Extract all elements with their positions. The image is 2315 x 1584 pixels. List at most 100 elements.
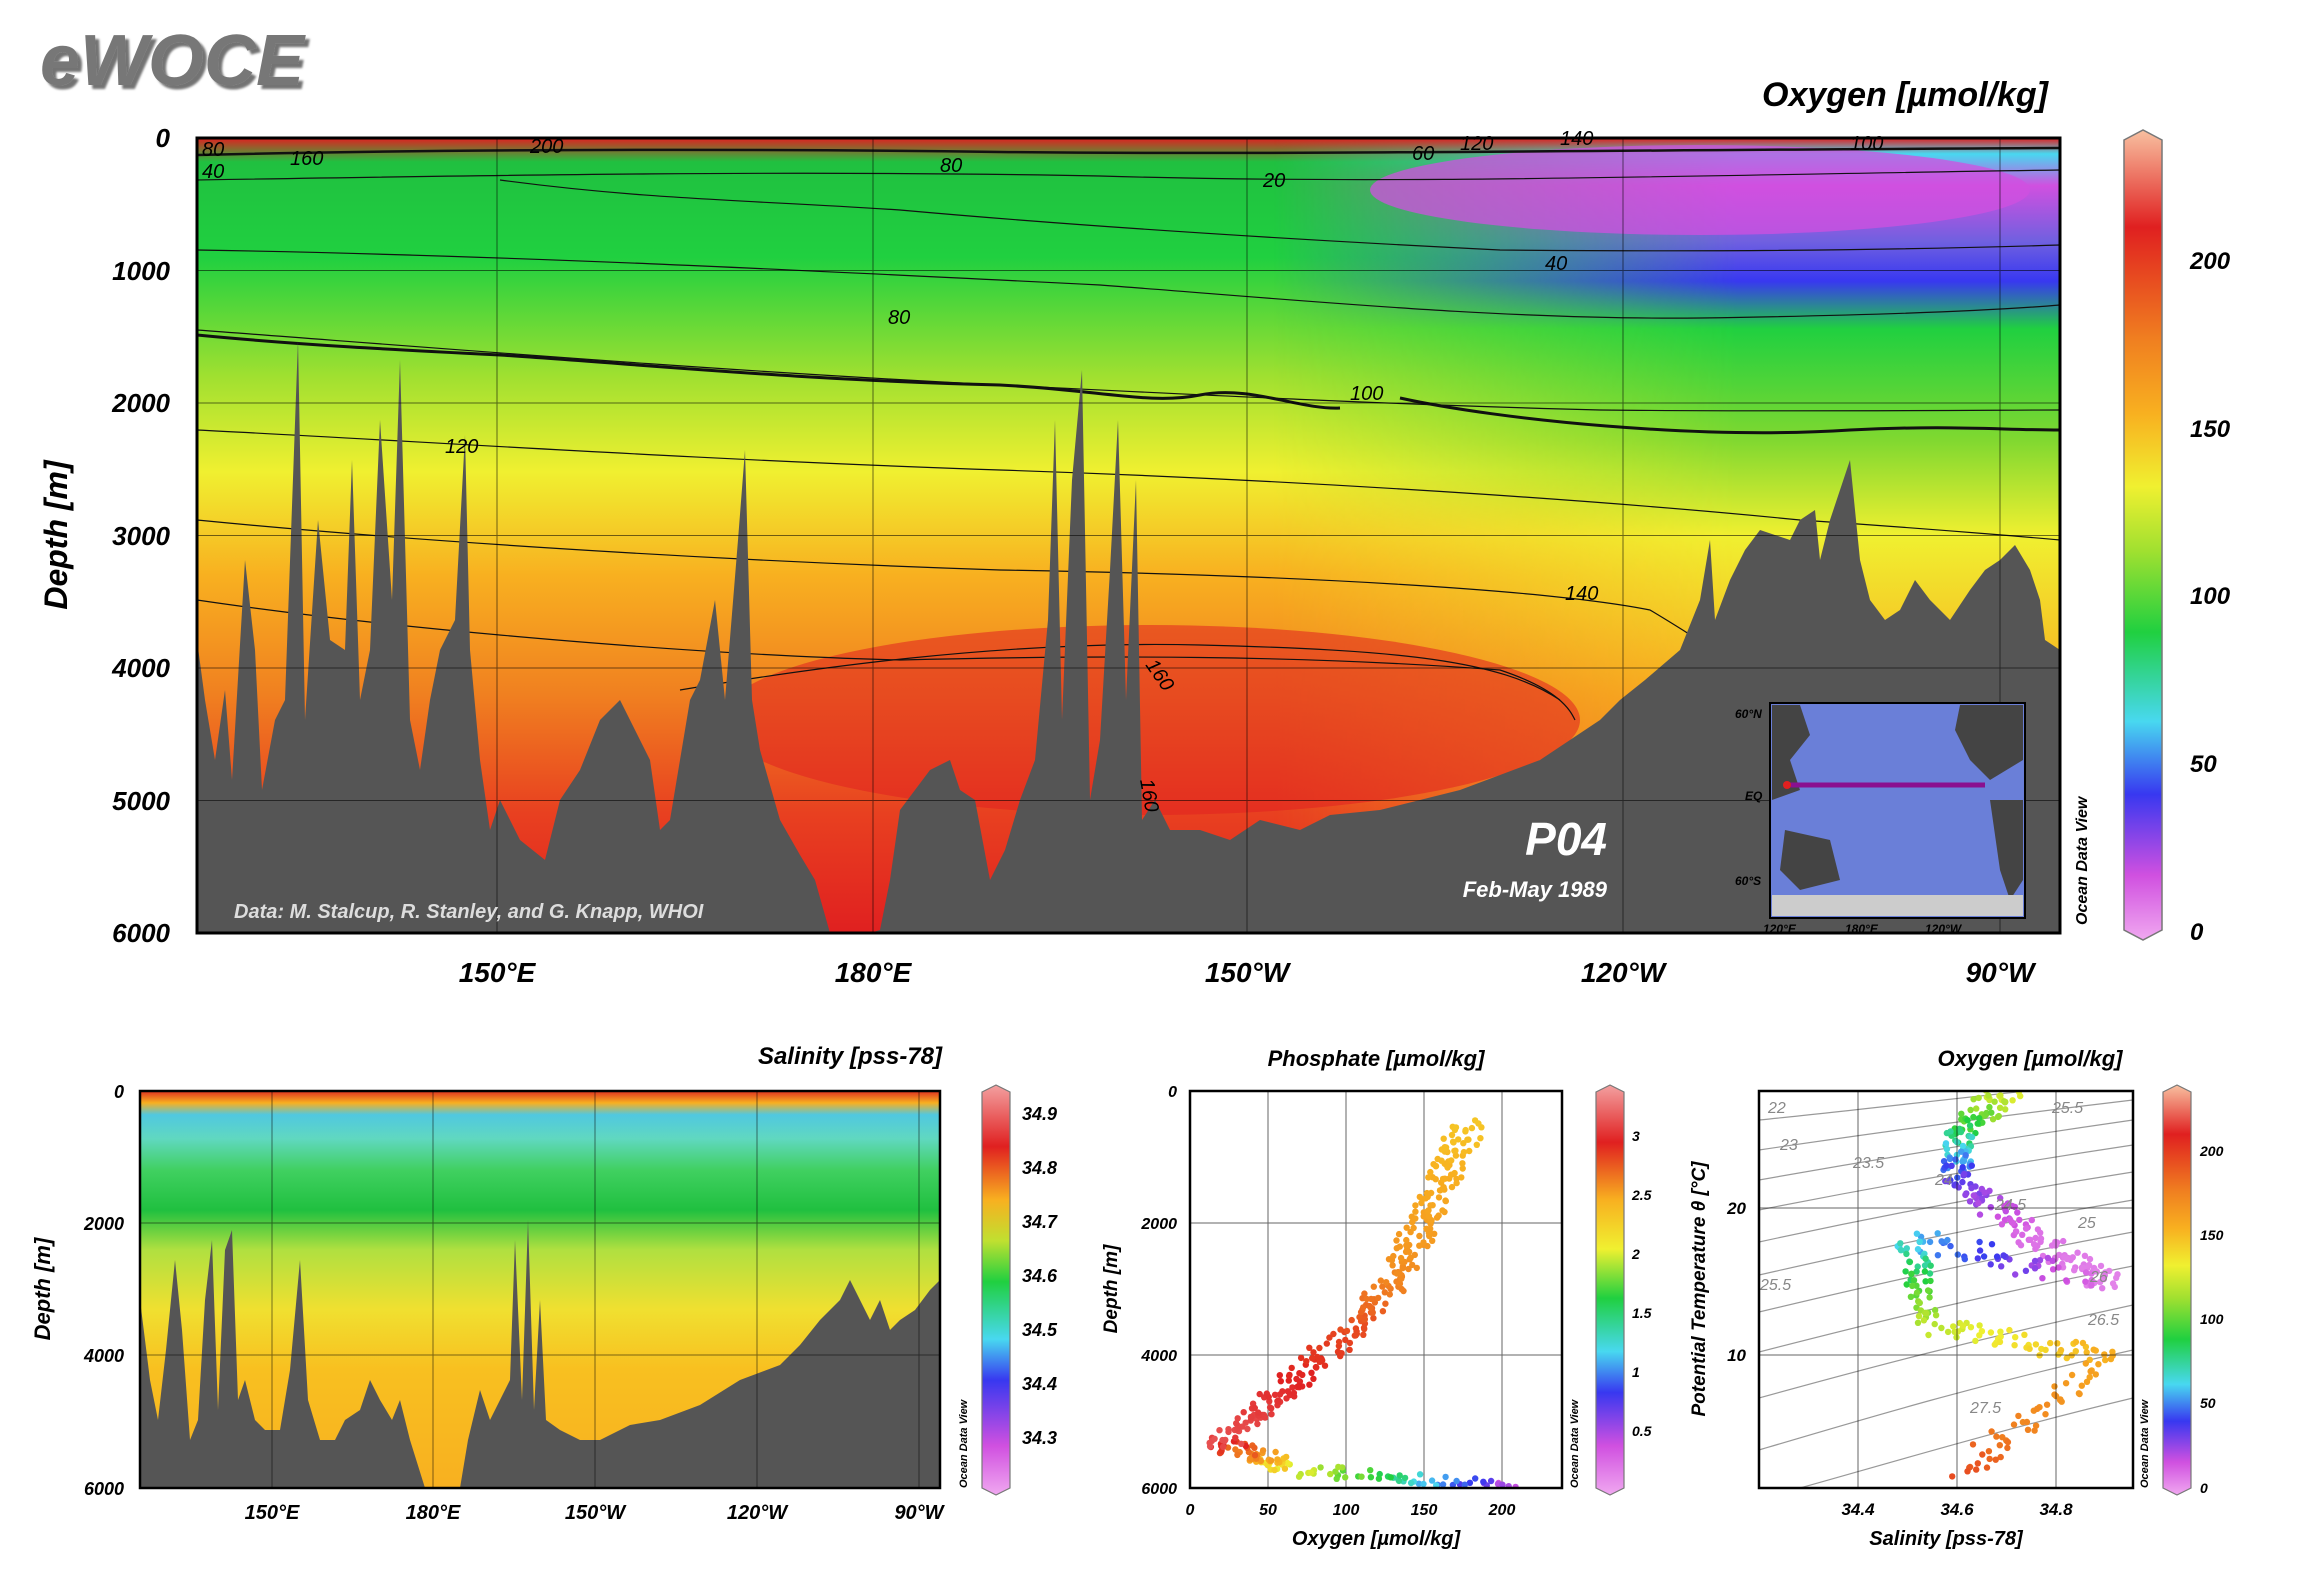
data-point bbox=[1274, 1397, 1281, 1405]
data-point bbox=[1232, 1434, 1239, 1441]
data-point bbox=[1234, 1451, 1241, 1459]
data-point bbox=[1998, 1263, 2005, 1270]
data-point bbox=[1428, 1477, 1436, 1484]
data-point bbox=[1448, 1131, 1456, 1139]
data-point bbox=[1439, 1481, 1447, 1488]
ts-scatter: Oxygen [µmol/kg] bbox=[1689, 1046, 2224, 1550]
xtick-label: 0 bbox=[1186, 1502, 1195, 1519]
data-point bbox=[1946, 1155, 1954, 1163]
salinity-grid bbox=[140, 1091, 940, 1488]
contour-label: 80 bbox=[940, 155, 962, 177]
xtick-label: 50 bbox=[1259, 1502, 1277, 1519]
colorbar-tick: 34.7 bbox=[1022, 1212, 1058, 1232]
data-point bbox=[1976, 1211, 1984, 1218]
data-point bbox=[1293, 1375, 1300, 1383]
data-point bbox=[2083, 1349, 2090, 1356]
data-point bbox=[1254, 1420, 1261, 1428]
colorbar-tick: 200 bbox=[2199, 1143, 2224, 1159]
data-point bbox=[1439, 1175, 1447, 1183]
data-point bbox=[2063, 1255, 2071, 1263]
data-point bbox=[2056, 1396, 2064, 1404]
data-point bbox=[1952, 1156, 1959, 1163]
data-point bbox=[1903, 1245, 1911, 1252]
data-point bbox=[2001, 1216, 2009, 1224]
ytick-label: 2000 bbox=[1140, 1216, 1177, 1233]
data-point bbox=[1379, 1308, 1387, 1315]
data-point bbox=[2030, 1241, 2038, 1248]
data-point bbox=[1403, 1242, 1410, 1249]
data-point bbox=[1466, 1479, 1474, 1487]
data-point bbox=[1991, 1341, 1999, 1348]
oxygen-minimum-core bbox=[1370, 145, 2030, 235]
data-point bbox=[1959, 1142, 1967, 1150]
data-point bbox=[1944, 1236, 1951, 1244]
data-point bbox=[1440, 1135, 1447, 1142]
main-colorbar: 200 150 100 50 0 Ocean Data View bbox=[2074, 129, 2231, 946]
data-point bbox=[1927, 1262, 1934, 1269]
inset-map: 60°N EQ 60°S 120°E 180°E 120°W bbox=[1735, 702, 2026, 936]
data-point bbox=[2063, 1277, 2070, 1284]
data-point bbox=[1412, 1202, 1419, 1209]
cruise-date: Feb-May 1989 bbox=[1463, 877, 1608, 902]
ytick-label: 0 bbox=[1168, 1084, 1177, 1101]
data-point bbox=[1987, 1204, 1995, 1211]
data-point bbox=[1986, 1455, 1993, 1463]
data-point bbox=[1221, 1437, 1228, 1445]
data-point bbox=[1442, 1473, 1449, 1481]
data-point bbox=[1915, 1312, 1923, 1320]
data-point bbox=[1992, 1456, 1999, 1463]
data-point bbox=[1416, 1471, 1424, 1478]
data-point bbox=[1295, 1382, 1303, 1390]
data-point bbox=[2047, 1339, 2054, 1347]
colorbar-tick: 3 bbox=[1632, 1128, 1640, 1144]
contour-label: 80 bbox=[202, 139, 224, 161]
data-point bbox=[2042, 1411, 2049, 1418]
density-label: 22 bbox=[1767, 1100, 1786, 1117]
data-point bbox=[1398, 1275, 1405, 1282]
data-point bbox=[1247, 1413, 1255, 1421]
data-point bbox=[1393, 1270, 1401, 1277]
data-point bbox=[1412, 1215, 1419, 1222]
data-point bbox=[2074, 1249, 2081, 1256]
data-point bbox=[2004, 1438, 2012, 1446]
data-point bbox=[2049, 1257, 2056, 1265]
data-point bbox=[1310, 1349, 1317, 1356]
colorbar-tick: 100 bbox=[2190, 583, 2231, 610]
phosphate-colorbar-ticks: 3 2.5 2 1.5 1 0.5 bbox=[1631, 1128, 1652, 1439]
data-point bbox=[1337, 1326, 1344, 1333]
inset-land-antarctica bbox=[1772, 895, 2023, 916]
data-point bbox=[1416, 1232, 1423, 1240]
data-point bbox=[1970, 1192, 1978, 1199]
colorbar-tick: 34.5 bbox=[1022, 1320, 1058, 1340]
data-point bbox=[1283, 1453, 1290, 1461]
data-point bbox=[1914, 1319, 1922, 1327]
phosphate-title: Phosphate [µmol/kg] bbox=[1268, 1046, 1485, 1071]
data-point bbox=[1306, 1344, 1313, 1352]
data-point bbox=[1386, 1291, 1394, 1298]
data-point bbox=[1903, 1250, 1910, 1258]
data-point bbox=[1948, 1162, 1955, 1170]
data-point bbox=[2109, 1280, 2117, 1287]
data-point bbox=[2114, 1271, 2121, 1278]
density-label: 24.5 bbox=[1994, 1197, 2026, 1214]
data-point bbox=[1976, 1238, 1983, 1246]
data-point bbox=[1913, 1268, 1920, 1275]
data-point bbox=[1997, 1328, 2004, 1335]
ts-colorbar: 200 150 100 50 0 Ocean Data View bbox=[2139, 1084, 2224, 1496]
ts-xlabel: Salinity [pss-78] bbox=[1869, 1528, 2024, 1550]
data-point bbox=[1458, 1174, 1465, 1181]
data-point bbox=[2028, 1216, 2036, 1224]
data-point bbox=[1238, 1440, 1245, 1448]
inset-land-australia bbox=[1780, 830, 1840, 890]
contour-label: 120 bbox=[445, 436, 478, 458]
data-point bbox=[2088, 1276, 2095, 1284]
data-point bbox=[1976, 1247, 1984, 1254]
data-point bbox=[2026, 1345, 2033, 1353]
xtick-label: 180°E bbox=[406, 1502, 461, 1524]
data-point bbox=[2063, 1354, 2070, 1362]
phosphate-xlabel: Oxygen [µmol/kg] bbox=[1292, 1528, 1462, 1550]
data-point bbox=[1375, 1294, 1382, 1302]
data-point bbox=[2101, 1351, 2108, 1358]
data-point bbox=[1276, 1372, 1284, 1379]
density-label: 25.5 bbox=[2051, 1100, 2083, 1117]
